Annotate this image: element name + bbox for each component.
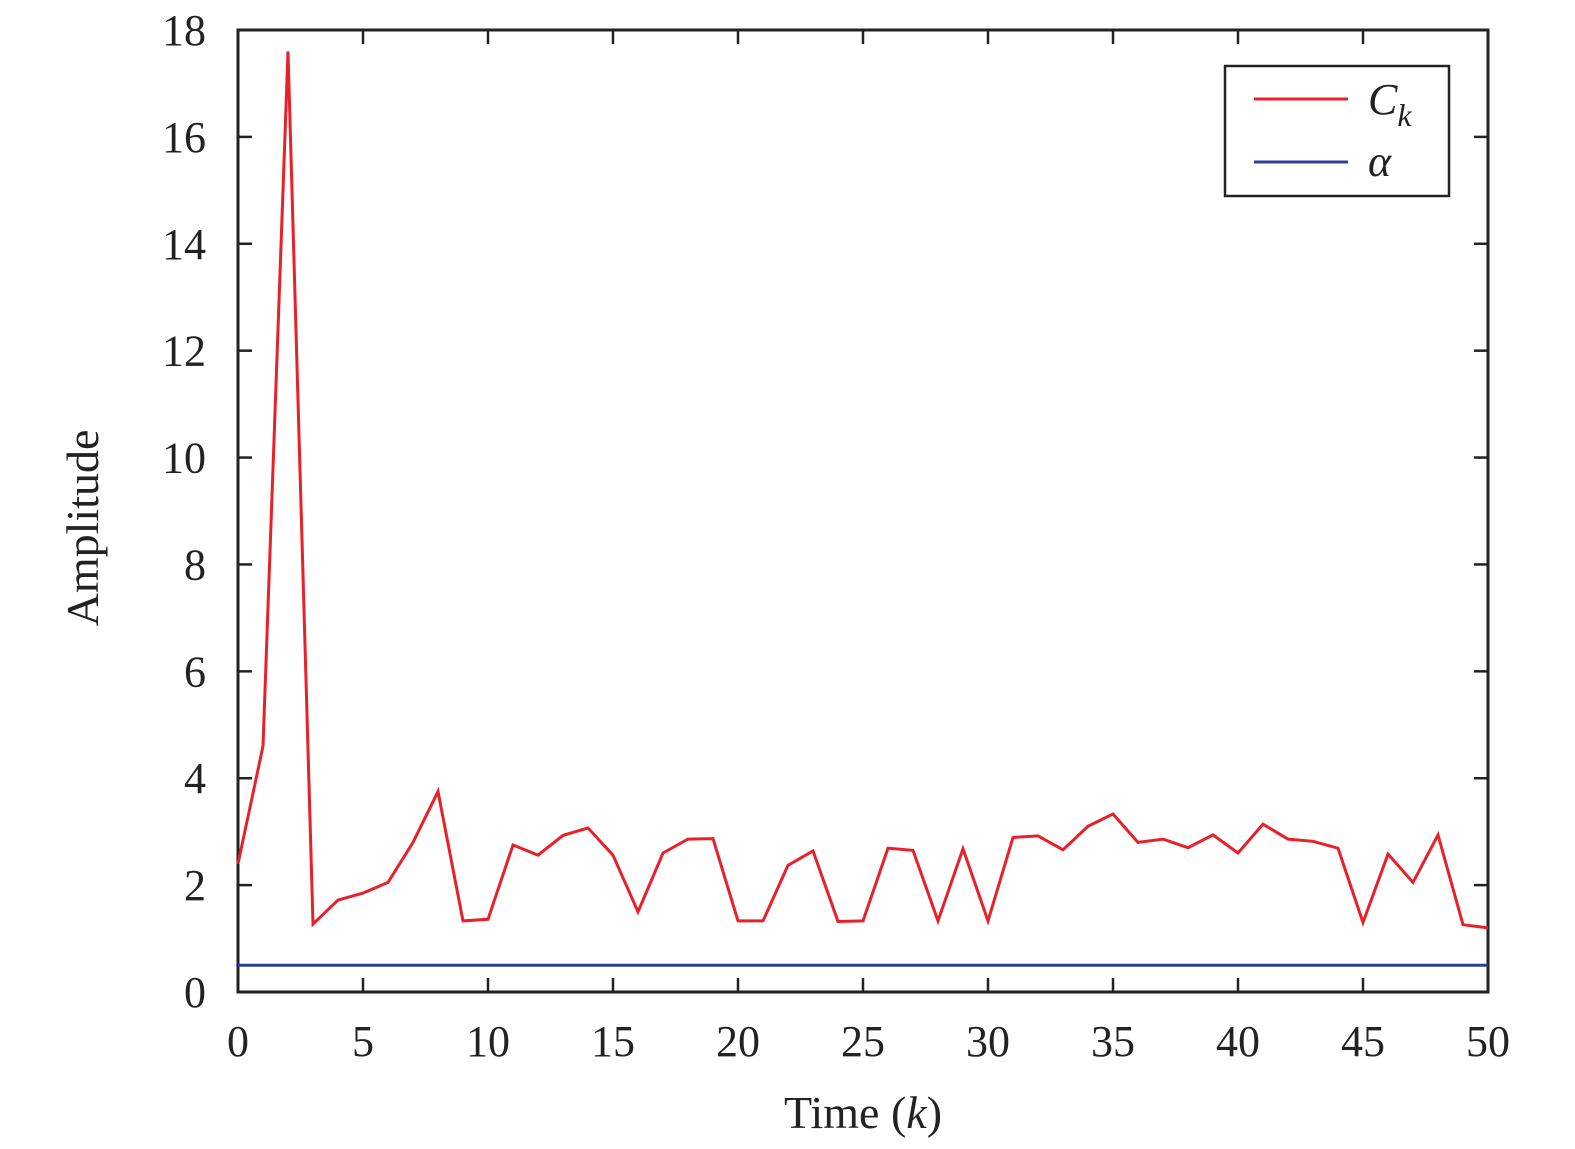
x-tick-label: 15 [591,1017,635,1066]
y-tick-label: 18 [162,6,206,55]
legend-label-alpha: α [1368,137,1392,186]
legend-label-ck: Ck [1368,75,1412,133]
x-tick-label: 5 [352,1017,374,1066]
series-line-ck [236,51,1489,930]
x-tick-labels: 0 5 10 15 20 25 30 35 40 45 50 [227,1017,1510,1066]
legend: Ck α [1223,64,1451,198]
y-axis-title: Amplitude [57,430,108,627]
y-tick-label: 16 [162,113,206,162]
y-tick-label: 8 [184,540,206,589]
x-tick-label: 25 [841,1017,885,1066]
x-tick-label: 30 [966,1017,1010,1066]
legend-box [1223,64,1451,198]
y-tick-label: 10 [162,434,206,483]
y-tick-label: 6 [184,647,206,696]
x-tick-label: 45 [1341,1017,1385,1066]
x-tick-label: 40 [1216,1017,1260,1066]
y-tick-label: 4 [184,754,206,803]
x-tick-label: 50 [1466,1017,1510,1066]
x-tick-label: 35 [1091,1017,1135,1066]
y-tick-labels: 0 2 4 6 8 10 12 14 16 18 [162,6,206,1017]
x-tick-label: 0 [227,1017,249,1066]
y-tick-label: 12 [162,327,206,376]
y-tick-label: 14 [162,220,206,269]
x-tick-label: 10 [466,1017,510,1066]
x-tick-label: 20 [716,1017,760,1066]
y-tick-label: 2 [184,861,206,910]
x-axis-title: Time (k) [784,1087,942,1138]
series-layer [236,51,1489,967]
y-tick-label: 0 [184,968,206,1017]
axis-ticks [236,28,1490,994]
